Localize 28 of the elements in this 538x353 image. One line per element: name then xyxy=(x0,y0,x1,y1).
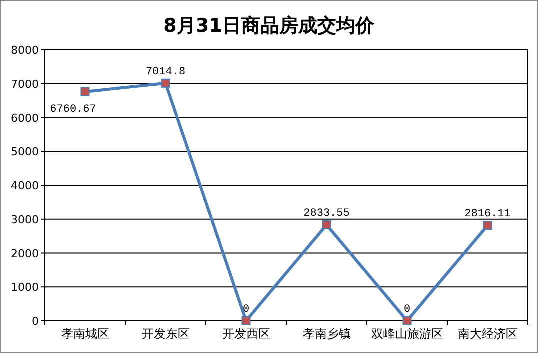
y-tick-label: 4000 xyxy=(11,180,39,192)
data-label: 0 xyxy=(242,304,250,316)
x-tick-label: 孝南城区 xyxy=(61,327,110,341)
data-label: 2833.55 xyxy=(304,208,350,220)
y-tick-label: 2000 xyxy=(11,247,39,260)
point xyxy=(322,220,332,230)
y-tick-label: 8000 xyxy=(11,44,39,57)
title: 8月31日商品房成交均价 xyxy=(164,15,374,37)
y-tick-label: 6000 xyxy=(11,112,39,125)
x-tick-label: 孝南乡镇 xyxy=(302,327,351,341)
x-tick-label: 开发东区 xyxy=(142,327,190,341)
point xyxy=(161,78,170,88)
x-tick-label: 双峰山旅游区 xyxy=(371,327,444,341)
data-label: 2816.11 xyxy=(464,208,512,221)
y-tick-label: 1000 xyxy=(11,281,39,294)
point xyxy=(402,316,412,326)
point xyxy=(80,87,90,96)
data-label: 7014.8 xyxy=(146,66,186,78)
data-label: 0 xyxy=(404,304,411,316)
point xyxy=(483,221,492,230)
point xyxy=(242,316,251,326)
y-tick-label: 3000 xyxy=(11,213,39,226)
x-tick-label: 开发西区 xyxy=(222,327,270,341)
y-tick-label: 7000 xyxy=(11,78,39,91)
y-tick-label: 0 xyxy=(32,315,39,328)
data-label: 6760.67 xyxy=(50,104,96,116)
y-tick-label: 5000 xyxy=(11,146,39,159)
x-tick-label: 南大经济区 xyxy=(458,327,518,341)
